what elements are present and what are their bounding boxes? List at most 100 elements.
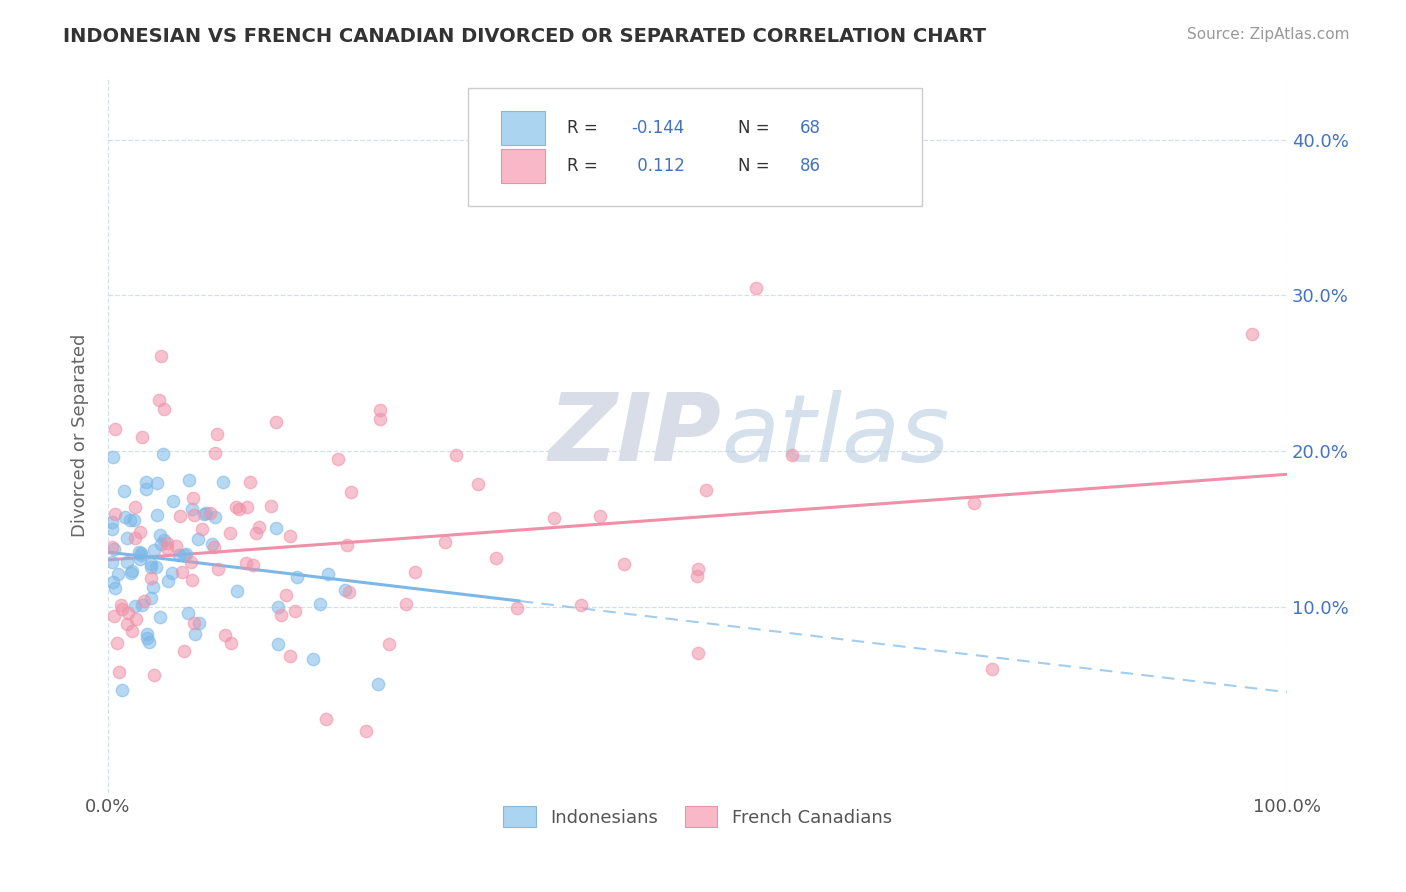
Point [121, 624, 143, 639]
Point [122, 513, 145, 527]
Point [155, 541, 177, 555]
Point [278, 529, 301, 543]
Point [309, 597, 332, 611]
Point [129, 548, 152, 562]
Point [117, 606, 139, 620]
Point [193, 507, 215, 521]
Point [339, 484, 361, 499]
Point [148, 392, 170, 407]
Point [1240, 327, 1263, 342]
Point [173, 548, 195, 562]
Point [963, 496, 986, 510]
Point [356, 724, 378, 739]
Point [103, 609, 125, 624]
Text: R =: R = [567, 157, 603, 175]
Point [103, 541, 125, 556]
Point [506, 601, 529, 615]
Point [139, 560, 162, 574]
Point [129, 525, 152, 540]
Point [124, 599, 146, 613]
Point [686, 562, 709, 576]
Point [124, 531, 146, 545]
Point [135, 475, 157, 490]
Point [183, 491, 205, 505]
Text: R =: R = [567, 120, 603, 137]
Text: N =: N = [738, 157, 775, 175]
Point [571, 598, 593, 612]
Point [104, 422, 127, 436]
Point [128, 545, 150, 559]
Point [141, 557, 163, 571]
Point [207, 426, 229, 441]
Point [173, 643, 195, 657]
Point [245, 525, 267, 540]
Point [180, 573, 202, 587]
Point [156, 536, 179, 550]
Point [149, 537, 172, 551]
Point [131, 430, 153, 444]
Point [212, 475, 235, 490]
Point [613, 557, 636, 571]
Point [141, 571, 163, 585]
Point [444, 448, 467, 462]
Point [111, 683, 134, 698]
Point [114, 509, 136, 524]
Point [115, 555, 138, 569]
Point [780, 448, 803, 462]
Point [142, 580, 165, 594]
Point [121, 565, 143, 579]
Point [225, 500, 247, 515]
Point [218, 525, 240, 540]
Point [101, 522, 124, 536]
Point [485, 551, 508, 566]
Point [207, 562, 229, 576]
Point [129, 546, 152, 560]
Point [136, 627, 159, 641]
Legend: Indonesians, French Canadians: Indonesians, French Canadians [496, 799, 900, 834]
Point [242, 558, 264, 572]
Point [131, 598, 153, 612]
FancyBboxPatch shape [468, 88, 921, 206]
Point [981, 662, 1004, 676]
Point [686, 646, 709, 660]
Point [111, 601, 134, 615]
Point [107, 636, 129, 650]
Point [107, 567, 129, 582]
Point [270, 607, 292, 622]
Point [184, 627, 207, 641]
Point [100, 515, 122, 529]
Point [108, 665, 131, 679]
FancyBboxPatch shape [501, 112, 546, 145]
Text: 68: 68 [800, 120, 821, 137]
Point [337, 585, 360, 599]
Point [235, 556, 257, 570]
Point [139, 591, 162, 605]
Point [149, 350, 172, 364]
Point [336, 538, 359, 552]
Point [434, 535, 457, 549]
Point [695, 483, 717, 497]
Text: N =: N = [738, 120, 775, 137]
Text: ZIP: ZIP [548, 390, 721, 482]
Point [264, 521, 287, 535]
Point [395, 597, 418, 611]
Point [200, 537, 222, 551]
Point [100, 555, 122, 569]
Point [143, 668, 166, 682]
Point [686, 569, 709, 583]
Point [152, 447, 174, 461]
Point [103, 450, 125, 464]
Point [146, 508, 169, 523]
Point [204, 510, 226, 524]
Point [157, 574, 180, 588]
Point [167, 548, 190, 562]
Point [239, 475, 262, 489]
Point [333, 583, 356, 598]
Point [149, 528, 172, 542]
Point [100, 540, 122, 554]
Point [195, 506, 218, 520]
Point [181, 501, 204, 516]
Point [187, 532, 209, 546]
Point [183, 508, 205, 522]
Point [110, 598, 132, 612]
